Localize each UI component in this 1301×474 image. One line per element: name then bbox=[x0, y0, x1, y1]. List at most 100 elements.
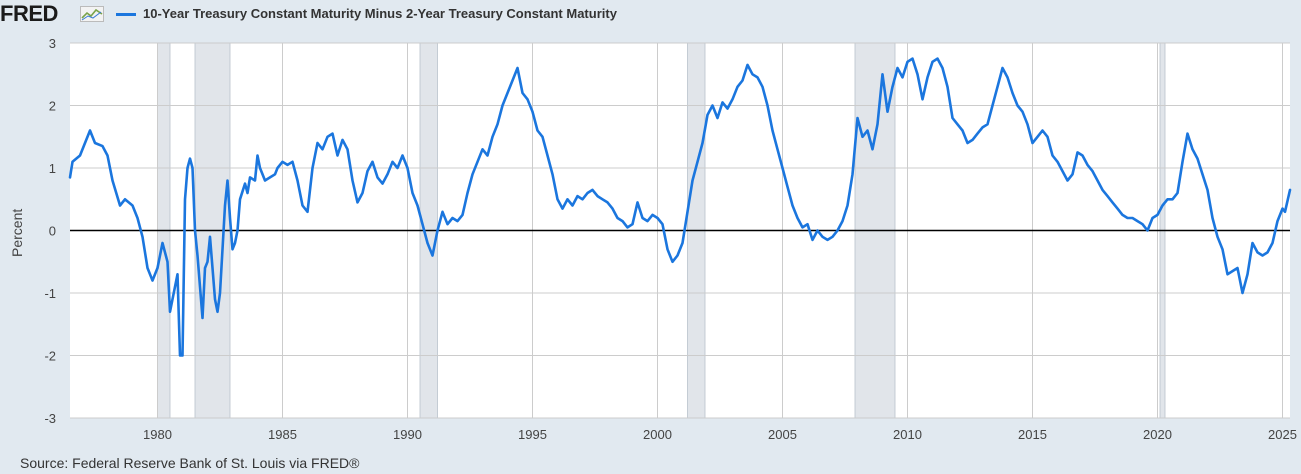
data-point bbox=[996, 86, 999, 88]
data-point bbox=[316, 142, 319, 144]
data-point bbox=[1284, 211, 1286, 213]
data-point bbox=[846, 204, 849, 207]
data-point bbox=[1046, 136, 1049, 138]
data-point bbox=[981, 126, 984, 128]
data-point bbox=[224, 204, 226, 207]
data-point bbox=[131, 204, 134, 207]
data-point bbox=[1251, 242, 1254, 244]
data-point bbox=[146, 267, 149, 269]
data-point bbox=[721, 101, 724, 103]
data-point bbox=[1171, 198, 1174, 200]
x-tick-label: 1995 bbox=[518, 427, 547, 442]
data-point bbox=[84, 142, 86, 144]
x-tick-label: 2015 bbox=[1018, 427, 1047, 442]
data-point bbox=[801, 226, 804, 228]
data-point bbox=[776, 148, 779, 150]
data-point bbox=[806, 223, 809, 225]
legend-series-label[interactable]: 10-Year Treasury Constant Maturity Minus… bbox=[143, 6, 617, 21]
data-point bbox=[571, 204, 574, 207]
data-point bbox=[546, 154, 549, 157]
data-point bbox=[616, 217, 619, 219]
data-point bbox=[961, 129, 964, 132]
data-point bbox=[496, 123, 499, 125]
data-point bbox=[229, 217, 231, 219]
data-point bbox=[586, 192, 589, 194]
data-point bbox=[936, 58, 939, 60]
data-point bbox=[526, 98, 529, 100]
data-point bbox=[156, 267, 159, 269]
data-point bbox=[166, 261, 169, 263]
data-point bbox=[666, 248, 669, 250]
data-point bbox=[426, 242, 429, 244]
data-point bbox=[681, 242, 684, 244]
data-point bbox=[211, 267, 214, 269]
data-point bbox=[1246, 273, 1249, 275]
data-point bbox=[736, 86, 739, 88]
data-point bbox=[841, 220, 844, 222]
data-point bbox=[786, 186, 789, 188]
data-point bbox=[516, 67, 519, 69]
data-point bbox=[686, 211, 689, 213]
data-point bbox=[711, 104, 714, 107]
data-point bbox=[836, 229, 839, 232]
data-point bbox=[124, 198, 126, 200]
data-point bbox=[199, 286, 201, 288]
data-point bbox=[1071, 173, 1074, 175]
data-point bbox=[94, 142, 96, 144]
fred-logo[interactable]: FRED bbox=[0, 1, 58, 26]
data-point bbox=[971, 139, 974, 141]
data-point bbox=[206, 261, 209, 263]
x-tick-label: 1985 bbox=[268, 427, 297, 442]
data-point bbox=[231, 248, 234, 250]
source-note: Source: Federal Reserve Bank of St. Loui… bbox=[20, 455, 360, 471]
data-point bbox=[176, 273, 179, 275]
data-point bbox=[331, 133, 334, 135]
data-point bbox=[811, 239, 814, 241]
data-point bbox=[596, 195, 599, 197]
data-point bbox=[1076, 151, 1079, 153]
data-point bbox=[656, 217, 659, 219]
data-point bbox=[281, 161, 284, 163]
data-point bbox=[1146, 229, 1149, 232]
data-point bbox=[826, 239, 829, 241]
data-point bbox=[1086, 164, 1089, 166]
y-tick-label: 2 bbox=[49, 99, 56, 114]
data-point bbox=[141, 236, 144, 238]
y-tick-label: 3 bbox=[49, 36, 56, 51]
data-point bbox=[576, 195, 579, 197]
data-point bbox=[531, 111, 534, 113]
data-point bbox=[916, 73, 919, 75]
data-point bbox=[446, 223, 449, 225]
data-point bbox=[1101, 189, 1104, 191]
data-point bbox=[1111, 201, 1114, 203]
data-point bbox=[851, 173, 854, 175]
data-point bbox=[551, 173, 554, 175]
data-point bbox=[361, 192, 364, 194]
data-point bbox=[751, 73, 754, 75]
data-point bbox=[191, 167, 194, 169]
data-point bbox=[871, 148, 874, 150]
x-tick-label: 2000 bbox=[643, 427, 672, 442]
data-point bbox=[926, 76, 929, 78]
data-point bbox=[746, 64, 749, 66]
data-point bbox=[466, 192, 469, 194]
data-point bbox=[371, 161, 374, 163]
data-point bbox=[1271, 242, 1274, 244]
data-point bbox=[1161, 204, 1164, 207]
data-point bbox=[136, 217, 139, 219]
data-point bbox=[69, 176, 71, 178]
x-tick-label: 1980 bbox=[143, 427, 172, 442]
data-point bbox=[161, 242, 164, 244]
data-point bbox=[1266, 251, 1269, 253]
data-point bbox=[1289, 189, 1291, 191]
data-point bbox=[356, 201, 359, 203]
data-point bbox=[756, 76, 759, 78]
data-point bbox=[691, 179, 694, 182]
data-point bbox=[269, 176, 271, 178]
data-point bbox=[676, 254, 679, 257]
data-point bbox=[214, 298, 216, 300]
data-point bbox=[381, 183, 384, 185]
data-point bbox=[286, 164, 289, 166]
data-point bbox=[1236, 267, 1239, 269]
data-point bbox=[169, 311, 171, 313]
